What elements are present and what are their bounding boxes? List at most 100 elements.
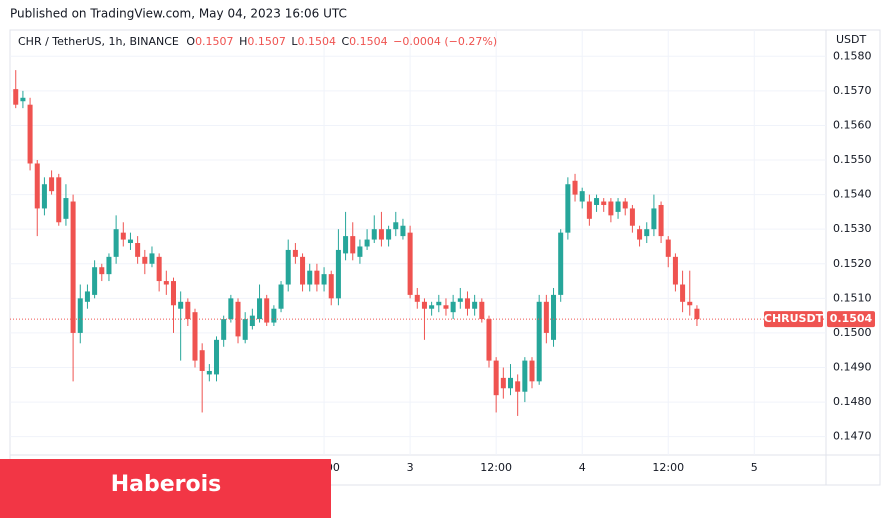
candle-body [457, 298, 463, 302]
candle-body [644, 229, 650, 237]
candle-body [77, 298, 83, 333]
y-tick-label: 0.1570 [833, 84, 872, 97]
candle-body [321, 274, 327, 285]
candle-body [450, 301, 456, 313]
close-label: C [341, 35, 349, 48]
candle-body [579, 191, 585, 202]
candle-body [242, 319, 248, 340]
candle-body [386, 229, 392, 240]
candle-body [92, 267, 98, 295]
x-tick-label: 4 [579, 461, 586, 474]
candle-body [70, 201, 76, 333]
candle-body [13, 89, 19, 105]
symbol-tag-text: CHRUSDT [764, 312, 824, 325]
candle-body [608, 201, 614, 216]
candle-body [507, 377, 514, 389]
candle-body [113, 229, 119, 257]
candle-body [264, 298, 270, 323]
candle-body [572, 180, 578, 195]
candle-body [400, 225, 406, 237]
candle-body [672, 256, 678, 285]
candle-body [84, 291, 90, 302]
candle-body [350, 236, 356, 254]
candle-body [486, 319, 492, 361]
low-label: L [291, 35, 298, 48]
candle-body [615, 201, 621, 212]
candle-body [221, 319, 227, 340]
candle-body [292, 249, 298, 257]
candle-body [586, 201, 592, 219]
candle-body [214, 339, 220, 375]
candle-body [228, 298, 234, 320]
candle-body [622, 201, 628, 209]
candle-body [300, 256, 306, 285]
candle-body [20, 97, 26, 102]
open-label: O [186, 35, 195, 48]
candle-body [328, 274, 334, 299]
banner [0, 459, 331, 518]
candle-body [436, 301, 442, 306]
candle-body [543, 301, 549, 333]
price-tag [827, 311, 875, 328]
candle-body [393, 222, 399, 230]
y-tick-label: 0.1470 [833, 430, 872, 443]
close-value: 0.1504 [349, 35, 388, 48]
candle-body [529, 360, 535, 382]
y-tick-label: 0.1490 [833, 361, 872, 374]
candle-body [565, 184, 571, 233]
candle-body [156, 256, 162, 282]
y-tick-label: 0.1520 [833, 257, 872, 270]
candle-body [106, 256, 112, 275]
candle-body [135, 243, 141, 257]
high-label: H [239, 35, 247, 48]
candle-body [27, 104, 33, 164]
candle-body [694, 308, 700, 320]
y-tick-label: 0.1580 [833, 49, 872, 62]
symbol: CHR / TetherUS, 1h, BINANCE [18, 35, 179, 48]
y-tick-label: 0.1510 [833, 291, 872, 304]
candle-body [371, 229, 377, 240]
x-tick-label: 12:00 [480, 461, 512, 474]
candle-body [472, 301, 478, 309]
candle-body [522, 360, 528, 392]
candle-body [357, 246, 363, 257]
chart-frame [9, 29, 881, 486]
candle-body [651, 208, 657, 230]
candle-body [163, 281, 169, 285]
change: −0.0004 (−0.27%) [393, 35, 497, 48]
candle-body [149, 253, 155, 264]
candle-body [41, 184, 47, 209]
overlay: CHRUSDT 0.1504 [10, 311, 875, 328]
x-tick-label: 5 [751, 461, 758, 474]
symbol-tag [764, 311, 823, 328]
candle-body [364, 239, 370, 247]
candle-body [192, 312, 198, 361]
candle-body [629, 208, 635, 226]
legend: CHR / TetherUS, 1h, BINANCE O 0.1507 H 0.1… [18, 35, 497, 48]
candle-body [551, 294, 557, 340]
candle-body [271, 308, 277, 323]
candle-body [680, 284, 686, 302]
candle-body [414, 294, 420, 302]
candle-body [343, 236, 349, 254]
candle-body [443, 305, 449, 309]
candle-body [120, 232, 126, 240]
candle-body [249, 315, 255, 327]
candle-body [594, 198, 600, 205]
candle-body [206, 370, 212, 375]
price-tag-text: 0.1504 [830, 312, 873, 325]
y-tick-label: 0.1560 [833, 118, 872, 131]
banner-text: Haberois [111, 472, 222, 497]
candle-body [63, 198, 69, 219]
high-value: 0.1507 [247, 35, 286, 48]
candle-body [257, 298, 263, 320]
candle-body [479, 301, 485, 320]
candle-body [493, 360, 499, 396]
candle-body [378, 229, 384, 240]
y-tick-label: 0.1530 [833, 222, 872, 235]
candle-body [601, 201, 607, 205]
candle-body [464, 298, 470, 309]
candle-body [285, 249, 291, 285]
